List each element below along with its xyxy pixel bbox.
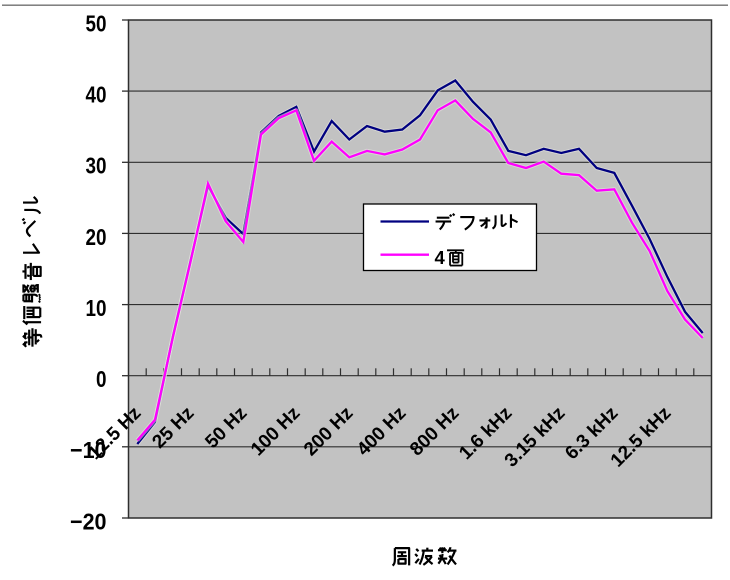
svg-text:4: 4 xyxy=(435,247,446,268)
svg-text:40: 40 xyxy=(86,82,107,108)
svg-text:0: 0 xyxy=(96,366,107,392)
svg-text:10: 10 xyxy=(86,295,107,321)
svg-text:20: 20 xyxy=(86,224,107,250)
svg-text:30: 30 xyxy=(86,153,107,179)
svg-text:−10: −10 xyxy=(70,437,107,463)
svg-text:−20: −20 xyxy=(70,508,107,534)
svg-text:50: 50 xyxy=(86,10,107,36)
